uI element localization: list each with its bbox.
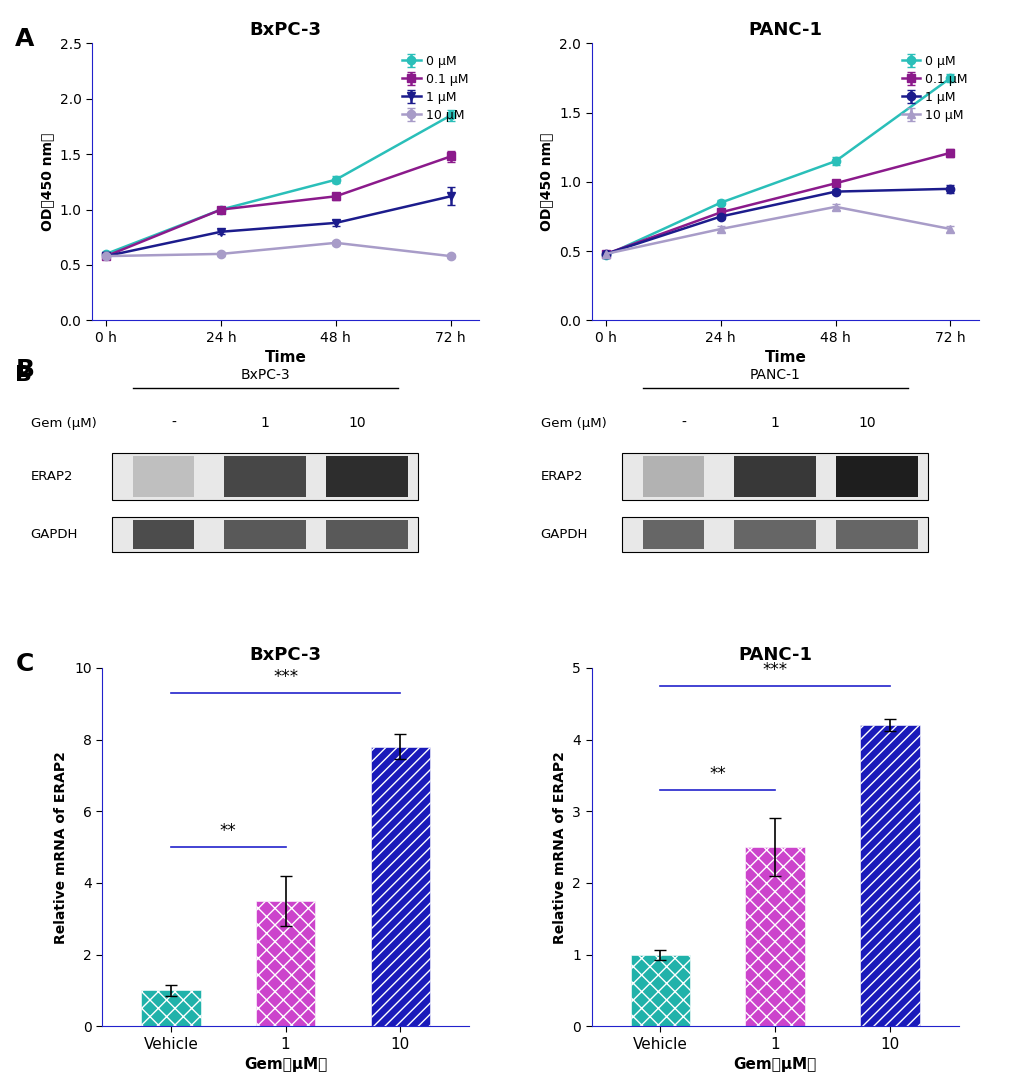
Text: ***: *** bbox=[273, 668, 298, 686]
Text: B: B bbox=[15, 365, 33, 384]
Text: GAPDH: GAPDH bbox=[31, 528, 77, 541]
Bar bbox=[745, 847, 804, 1026]
Text: -: - bbox=[681, 416, 685, 430]
Y-axis label: OD（450 nm）: OD（450 nm） bbox=[40, 132, 54, 231]
Title: BxPC-3: BxPC-3 bbox=[250, 21, 321, 39]
Text: -: - bbox=[171, 416, 175, 430]
Bar bbox=[326, 456, 408, 496]
Text: ***: *** bbox=[762, 660, 787, 679]
Bar bbox=[132, 456, 194, 496]
Bar bbox=[112, 453, 418, 500]
Text: B: B bbox=[15, 358, 35, 382]
Text: 10: 10 bbox=[347, 416, 366, 430]
Bar bbox=[326, 520, 408, 550]
Bar bbox=[141, 990, 201, 1026]
Bar bbox=[642, 456, 703, 496]
Bar bbox=[370, 747, 430, 1026]
Y-axis label: Relative mRNA of ERAP2: Relative mRNA of ERAP2 bbox=[552, 750, 567, 944]
Bar bbox=[734, 520, 815, 550]
Bar bbox=[622, 453, 927, 500]
Bar bbox=[630, 955, 690, 1026]
X-axis label: Gem（μM）: Gem（μM） bbox=[733, 1058, 816, 1072]
Text: ERAP2: ERAP2 bbox=[31, 469, 73, 482]
Text: GAPDH: GAPDH bbox=[540, 528, 587, 541]
Bar bbox=[642, 520, 703, 550]
X-axis label: Time: Time bbox=[264, 351, 307, 365]
Text: Gem (μM): Gem (μM) bbox=[540, 417, 605, 430]
Bar bbox=[256, 901, 315, 1026]
Text: Gem (μM): Gem (μM) bbox=[31, 417, 96, 430]
Legend: 0 μM, 0.1 μM, 1 μM, 10 μM: 0 μM, 0.1 μM, 1 μM, 10 μM bbox=[396, 50, 473, 127]
Bar bbox=[224, 520, 306, 550]
Text: **: ** bbox=[709, 765, 726, 783]
Text: C: C bbox=[15, 652, 34, 675]
Bar bbox=[132, 520, 194, 550]
Y-axis label: Relative mRNA of ERAP2: Relative mRNA of ERAP2 bbox=[54, 750, 68, 944]
Text: ERAP2: ERAP2 bbox=[540, 469, 583, 482]
Text: PANC-1: PANC-1 bbox=[749, 368, 800, 382]
Text: **: ** bbox=[220, 822, 236, 839]
Bar bbox=[859, 725, 919, 1026]
Y-axis label: OD（450 nm）: OD（450 nm） bbox=[539, 132, 553, 231]
Legend: 0 μM, 0.1 μM, 1 μM, 10 μM: 0 μM, 0.1 μM, 1 μM, 10 μM bbox=[896, 50, 972, 127]
Title: PANC-1: PANC-1 bbox=[738, 645, 811, 664]
Text: 1: 1 bbox=[261, 416, 269, 430]
X-axis label: Time: Time bbox=[763, 351, 806, 365]
Text: 10: 10 bbox=[857, 416, 875, 430]
Bar bbox=[836, 520, 917, 550]
Bar bbox=[622, 517, 927, 553]
X-axis label: Gem（μM）: Gem（μM） bbox=[244, 1058, 327, 1072]
Bar bbox=[836, 456, 917, 496]
Title: BxPC-3: BxPC-3 bbox=[250, 645, 321, 664]
Text: A: A bbox=[15, 27, 35, 51]
Title: PANC-1: PANC-1 bbox=[748, 21, 821, 39]
Text: 1: 1 bbox=[770, 416, 779, 430]
Bar bbox=[734, 456, 815, 496]
Bar bbox=[112, 517, 418, 553]
Text: BxPC-3: BxPC-3 bbox=[240, 368, 289, 382]
Bar bbox=[224, 456, 306, 496]
